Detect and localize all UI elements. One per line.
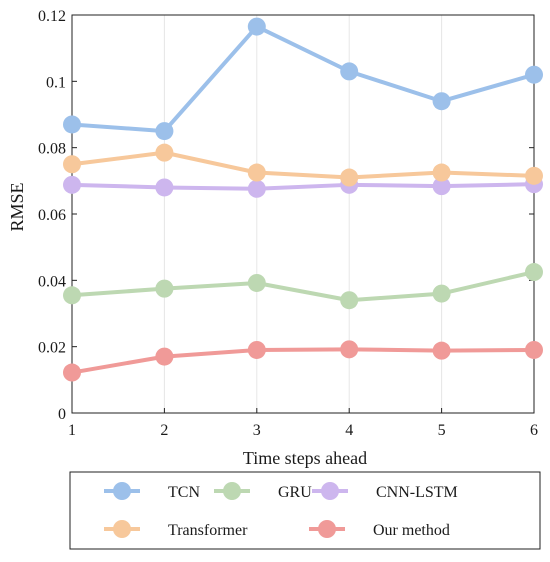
- legend-entry-cnn-lstm: CNN-LSTM: [312, 482, 458, 501]
- series-transformer: [63, 143, 543, 187]
- data-point: [247, 340, 266, 359]
- legend-label: Transformer: [168, 522, 248, 539]
- legend-label: CNN-LSTM: [376, 484, 458, 501]
- x-tick-label: 5: [438, 422, 446, 439]
- legend-entry-gru: GRU: [214, 482, 312, 501]
- y-tick-label: 0.02: [38, 340, 66, 357]
- data-point: [525, 65, 543, 84]
- data-point: [340, 62, 359, 81]
- data-point: [432, 341, 451, 360]
- series-tcn: [63, 17, 543, 141]
- data-point: [432, 177, 451, 196]
- y-tick-label: 0.04: [38, 273, 66, 290]
- series-gru: [63, 263, 543, 310]
- legend-entry-tcn: TCN: [104, 482, 200, 501]
- plot-frame: [71, 14, 535, 414]
- data-point: [525, 166, 543, 185]
- data-point: [340, 168, 359, 187]
- tick-labels: 1 2 3 4 5 6 0 0.02 0.04 0.06 0.08 0.1 0.12: [38, 8, 538, 439]
- series-line: [71, 150, 535, 180]
- legend-box: [69, 471, 541, 550]
- x-tick-label: 1: [68, 422, 76, 439]
- legend-label: GRU: [278, 484, 312, 501]
- data-point: [432, 284, 451, 303]
- y-tick-label: 0.08: [38, 141, 66, 158]
- data-point: [525, 340, 543, 359]
- x-tick-label: 2: [160, 422, 168, 439]
- data-point: [63, 115, 81, 134]
- y-tick-label: 0: [58, 406, 66, 423]
- legend-swatch-marker: [113, 520, 131, 538]
- x-tick-label: 3: [253, 422, 261, 439]
- series-line: [71, 182, 535, 191]
- axes: [71, 14, 535, 414]
- y-axis-label: RMSE: [7, 182, 27, 231]
- data-point: [432, 92, 451, 111]
- data-point: [63, 286, 81, 305]
- data-point: [247, 17, 266, 36]
- data-point: [525, 263, 543, 282]
- data-point: [247, 179, 266, 198]
- y-tick-label: 0.1: [46, 74, 66, 91]
- legend-entry-transformer: Transformer: [104, 520, 248, 539]
- data-point: [155, 122, 174, 141]
- legend-swatch-marker: [321, 482, 339, 500]
- legend-label: TCN: [168, 484, 200, 501]
- x-tick-label: 6: [530, 422, 538, 439]
- x-axis-label: Time steps ahead: [243, 448, 367, 468]
- series-line: [71, 347, 535, 375]
- y-tick-label: 0.06: [38, 207, 66, 224]
- legend: TCN GRU CNN-LSTM Transformer Our method: [69, 471, 541, 550]
- legend-swatch-marker: [223, 482, 241, 500]
- series-cnn-lstm: [63, 175, 543, 198]
- data-point: [155, 279, 174, 298]
- series-line: [71, 24, 535, 134]
- series-line: [71, 270, 535, 303]
- series-group: [63, 17, 543, 382]
- data-point: [155, 143, 174, 162]
- data-point: [432, 163, 451, 182]
- data-point: [340, 291, 359, 310]
- series-our-method: [63, 340, 543, 382]
- data-point: [155, 178, 174, 197]
- y-tick-label: 0.12: [38, 8, 66, 25]
- data-point: [247, 163, 266, 182]
- data-point: [155, 347, 174, 366]
- data-point: [63, 175, 81, 194]
- data-point: [63, 155, 81, 174]
- legend-label: Our method: [373, 522, 450, 539]
- grid-lines: [71, 15, 535, 413]
- data-point: [63, 363, 81, 382]
- data-point: [340, 340, 359, 359]
- legend-entry-our-method: Our method: [309, 520, 450, 539]
- legend-swatch-marker: [113, 482, 131, 500]
- data-point: [247, 273, 266, 292]
- legend-swatch-marker: [318, 520, 336, 538]
- x-tick-label: 4: [345, 422, 353, 439]
